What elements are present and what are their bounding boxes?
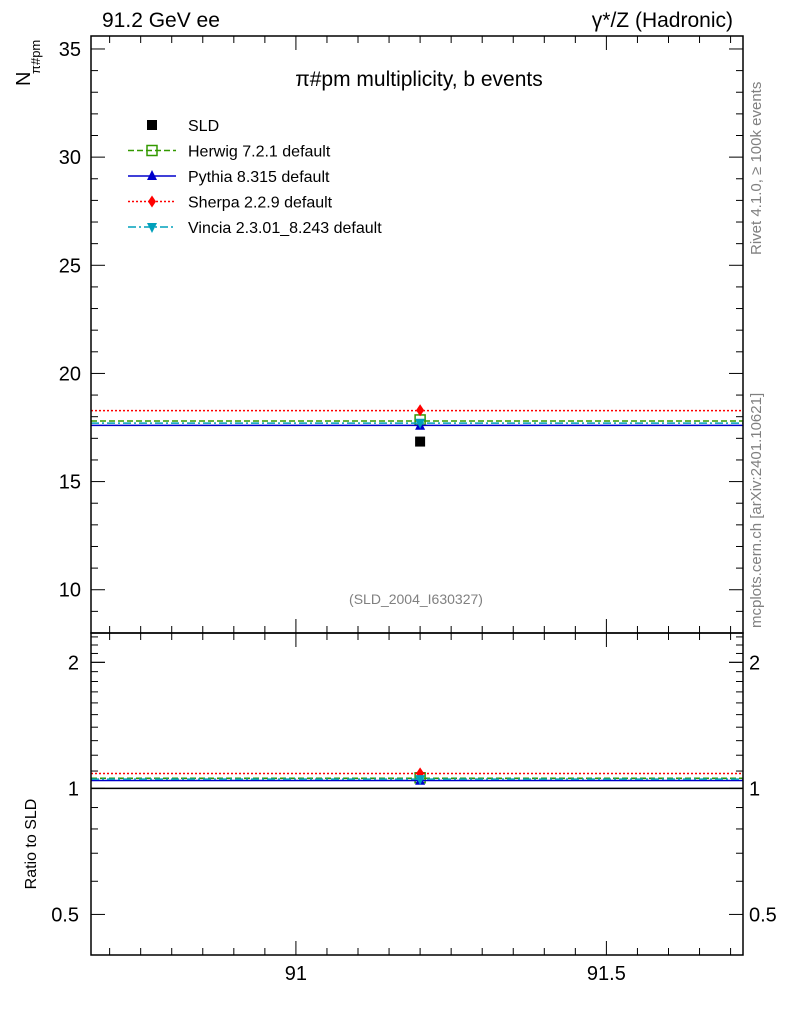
legend-marker: [146, 144, 158, 157]
ratio-point-vincia: [415, 775, 426, 786]
legend-marker: [147, 120, 157, 130]
x-tick-label: 91: [285, 963, 307, 985]
legend-marker: [148, 195, 156, 208]
ratio-y-tick-label-right: 1: [749, 778, 760, 800]
ratio-plot-frame: [90, 632, 744, 956]
analysis-reference: (SLD_2004_I630327): [349, 591, 483, 607]
ratio-axis-ticks: 91 91.5 0.5 0.5 1 1 2 2: [51, 633, 777, 985]
ratio-y-tick-label: 1: [68, 778, 79, 800]
legend-entry-vincia: Vincia 2.3.01_8.243 default: [128, 220, 382, 237]
x-tick-label: 91.5: [587, 963, 626, 985]
main-y-tick-label: 20: [59, 363, 81, 385]
point-vincia: [415, 418, 426, 429]
mcplots-credit-text: mcplots.cern.ch [arXiv:2401.10621]: [748, 393, 765, 628]
legend-label: Vincia 2.3.01_8.243 default: [188, 220, 382, 237]
ratio-y-label: Ratio to SLD: [23, 799, 40, 890]
point-sherpa: [416, 404, 425, 417]
series-sherpa: [91, 404, 743, 417]
ratio-series-group: [91, 767, 743, 790]
ratio-y-tick-label: 2: [68, 652, 79, 674]
legend-entry-herwig: Herwig 7.2.1 default: [128, 144, 331, 161]
legend-marker: [147, 223, 157, 233]
ratio-y-tick-label-right: 2: [749, 652, 760, 674]
legend-entry-pythia: Pythia 8.315 default: [128, 169, 330, 186]
main-y-tick-label: 35: [59, 39, 81, 61]
main-y-tick-label: 15: [59, 472, 81, 494]
rivet-version-text: Rivet 4.1.0, ≥ 100k events: [748, 82, 765, 255]
point-sld: [415, 436, 426, 447]
main-y-tick-label: 30: [59, 147, 81, 169]
legend-marker: [147, 170, 157, 180]
legend-label: SLD: [188, 118, 219, 135]
ratio-y-tick-label-right: 0.5: [749, 904, 777, 926]
ratio-y-tick-label: 0.5: [51, 904, 79, 926]
ratio-series-vincia: [91, 775, 743, 786]
header-right: γ*/Z (Hadronic): [592, 9, 733, 32]
main-series-group: [91, 404, 743, 447]
series-sld: [415, 436, 426, 447]
chart-title: π#pm multiplicity, b events: [295, 68, 543, 91]
legend-label: Sherpa 2.2.9 default: [188, 195, 333, 212]
legend: SLD Herwig 7.2.1 default Pythia 8.315 defa…: [128, 118, 382, 237]
main-y-label: N π#pm: [13, 40, 43, 86]
main-axis-ticks: 10 15 20 25 30 35: [59, 36, 743, 634]
main-y-label-n: N: [13, 72, 35, 86]
main-y-tick-label: 25: [59, 255, 81, 277]
series-vincia: [91, 418, 743, 429]
legend-entry-sld: SLD: [147, 118, 219, 135]
legend-entry-sherpa: Sherpa 2.2.9 default: [128, 195, 333, 212]
legend-label: Herwig 7.2.1 default: [188, 144, 331, 161]
main-y-label-sub: π#pm: [28, 40, 43, 74]
header-left: 91.2 GeV ee: [102, 9, 220, 32]
main-y-tick-label: 10: [59, 580, 81, 602]
legend-label: Pythia 8.315 default: [188, 169, 330, 186]
